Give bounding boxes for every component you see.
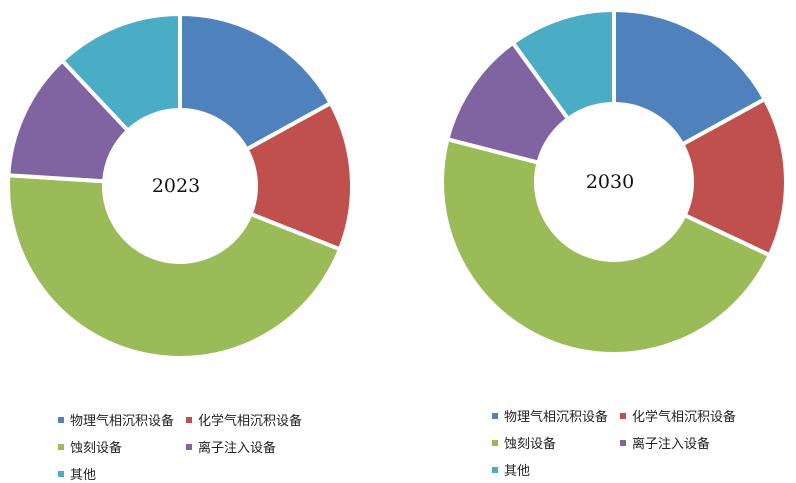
legend-label-etch: 蚀刻设备 <box>504 437 557 452</box>
legend-label-ion-implant: 离子注入设备 <box>198 441 277 456</box>
legend-swatch-cvd <box>620 412 626 419</box>
legend-swatch-pvd <box>58 416 64 423</box>
slice-2030-cvd <box>679 96 788 258</box>
legend-item-other: 其他 <box>58 464 96 483</box>
legend-label-cvd: 化学气相沉积设备 <box>632 410 737 425</box>
legend-swatch-ion-implant <box>186 443 192 450</box>
legend-label-cvd: 化学气相沉积设备 <box>198 414 303 429</box>
slice-2023-etch <box>6 173 343 360</box>
center-label-2023: 2023 <box>152 175 200 197</box>
legend-swatch-other <box>58 470 64 477</box>
legend-swatch-pvd <box>492 412 498 419</box>
slice-2030-pvd <box>612 7 768 148</box>
legend-item-pvd: 物理气相沉积设备 <box>58 410 174 429</box>
legend-swatch-etch <box>492 439 498 446</box>
legend-item-ion-implant: 离子注入设备 <box>186 437 276 456</box>
legend-label-pvd: 物理气相沉积设备 <box>70 414 175 429</box>
legend-label-other: 其他 <box>70 468 97 483</box>
legend-item-cvd: 化学气相沉积设备 <box>620 406 736 425</box>
slice-2030-etch <box>440 136 773 356</box>
slice-2030-other <box>510 7 616 122</box>
legend-label-pvd: 物理气相沉积设备 <box>504 410 609 425</box>
legend-swatch-ion-implant <box>620 439 626 446</box>
legend-item-ion-implant: 离子注入设备 <box>620 433 710 452</box>
legend-swatch-etch <box>58 443 64 450</box>
legend-item-pvd: 物理气相沉积设备 <box>492 406 608 425</box>
legend-item-cvd: 化学气相沉积设备 <box>186 410 302 429</box>
legend-label-ion-implant: 离子注入设备 <box>632 437 711 452</box>
legend-item-other: 其他 <box>492 460 530 479</box>
legend-label-etch: 蚀刻设备 <box>70 441 123 456</box>
legend-item-etch: 蚀刻设备 <box>58 437 122 456</box>
center-label-2030: 2030 <box>586 171 634 193</box>
legend-label-other: 其他 <box>504 464 531 479</box>
legend-item-etch: 蚀刻设备 <box>492 433 556 452</box>
legend-swatch-cvd <box>186 416 192 423</box>
slice-2023-pvd <box>178 11 334 153</box>
slice-2023-other <box>59 11 182 134</box>
legend-swatch-other <box>492 466 498 473</box>
